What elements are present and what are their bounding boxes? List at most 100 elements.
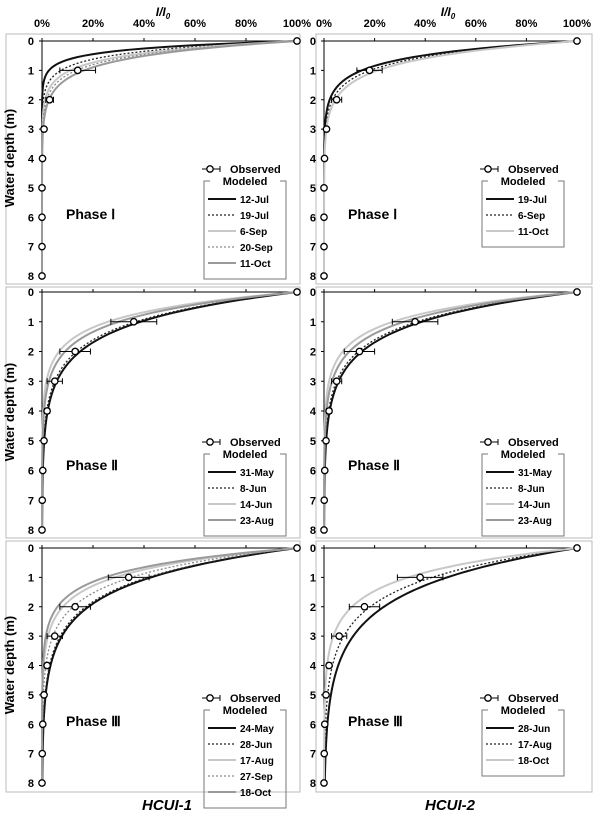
legend-modeled-box: [481, 180, 565, 248]
y-tick-label: 8: [310, 271, 316, 283]
series-line-19-jul: [41, 40, 298, 276]
observed-point: [73, 66, 82, 75]
panel-frame: [5, 33, 301, 285]
observed-point: [320, 272, 328, 280]
observed-point: [320, 720, 329, 729]
y-tick-label: 1: [310, 572, 316, 584]
phase-label: Phase Ⅲ: [66, 713, 121, 729]
observed-point: [38, 466, 47, 475]
observed-point: [293, 544, 301, 552]
legend-label-23-aug: 23-Aug: [240, 516, 274, 527]
y-tick-label: 7: [310, 749, 316, 761]
legend-modeled-box: [481, 453, 565, 537]
panel-1: 0% 20% 40% 60% 80% 100% 0 1 2 3 4 5 6 7 8 Phase Ⅰ Observ…: [5, 18, 311, 285]
legend-label-17-aug: 17-Aug: [518, 740, 552, 751]
observed-point: [573, 288, 581, 296]
legend-observed-label: Observed: [230, 164, 281, 176]
y-tick-label: 5: [28, 183, 34, 195]
y-tick-label: 3: [310, 631, 316, 643]
legend-observed-label: Observed: [508, 693, 559, 705]
y-tick-label: 4: [310, 406, 317, 418]
y-tick-label: 3: [28, 376, 34, 388]
x-tick-label: 100%: [283, 18, 311, 30]
legend-label-23-aug: 23-Aug: [518, 516, 552, 527]
legend-label-31-may: 31-May: [518, 468, 552, 479]
x-tick-label: 0%: [316, 18, 332, 30]
legend-label-11-oct: 11-Oct: [518, 227, 549, 238]
observed-point: [50, 632, 59, 640]
observed-point: [50, 377, 59, 386]
y-tick-label: 6: [310, 719, 316, 731]
observed-point: [71, 602, 80, 611]
y-tick-label: 7: [28, 749, 34, 761]
series-line-6-sep: [41, 40, 298, 276]
y-tick-label: 8: [310, 778, 316, 790]
legend-label-20-sep: 20-Sep: [240, 243, 273, 254]
y-tick-label: 3: [28, 631, 34, 643]
observed-point: [332, 95, 341, 104]
legend-label-17-aug: 17-Aug: [240, 756, 274, 767]
series-line-20-sep: [41, 40, 298, 276]
x-tick-label: 80%: [515, 18, 537, 30]
legend-label-8-jun: 8-Jun: [240, 484, 267, 495]
legend-modeled-title: Modeled: [501, 449, 546, 461]
x-tick-label: 80%: [235, 18, 257, 30]
y-tick-label: 7: [310, 495, 316, 507]
legend-modeled-title: Modeled: [501, 176, 546, 188]
y-tick-label: 1: [28, 65, 34, 77]
y-tick-label: 2: [310, 95, 316, 107]
observed-point: [320, 466, 329, 475]
legend-label-6-sep: 6-Sep: [518, 211, 545, 222]
observed-point: [322, 125, 331, 133]
observed-point: [320, 184, 328, 192]
y-tick-label: 0: [28, 36, 34, 48]
x-tick-label: 100%: [563, 18, 591, 30]
legend-label-14-jun: 14-Jun: [518, 500, 550, 511]
observed-point: [320, 242, 328, 251]
panel-frame: [5, 540, 301, 793]
observed-point: [38, 213, 46, 222]
y-tick-label: 5: [310, 690, 316, 702]
x-tick-label: 40%: [414, 18, 436, 30]
y-tick-label: 6: [28, 212, 34, 224]
observed-point: [40, 691, 48, 699]
observed-point: [38, 272, 46, 280]
observed-point: [320, 749, 329, 758]
y-axis-title-left-2: Water depth (m): [2, 363, 17, 461]
legend-observed-marker: [206, 694, 214, 702]
y-tick-label: 4: [28, 154, 35, 166]
legend-modeled-box: [203, 180, 287, 280]
observed-point: [573, 37, 581, 45]
legend-modeled-title: Modeled: [223, 449, 268, 461]
phase-label: Phase Ⅱ: [348, 457, 400, 473]
observed-point: [335, 632, 344, 640]
observed-point: [43, 407, 51, 415]
y-tick-label: 8: [28, 525, 34, 537]
panel-2: 0% 20% 40% 60% 80% 100% 0 1 2 3 4 5 6 7 8 Phase Ⅰ Observ…: [310, 18, 593, 285]
legend-modeled-title: Modeled: [223, 176, 268, 188]
observed-point: [320, 779, 328, 787]
x-tick-label: 60%: [465, 18, 487, 30]
y-tick-label: 6: [28, 719, 34, 731]
y-tick-label: 6: [28, 466, 34, 478]
y-tick-label: 7: [28, 495, 34, 507]
series-line-28-jun: [41, 547, 298, 784]
phase-label: Phase Ⅰ: [348, 206, 397, 222]
legend-label-31-may: 31-May: [240, 468, 274, 479]
legend-observed-label: Observed: [508, 437, 559, 449]
y-tick-label: 2: [310, 347, 316, 359]
observed-point: [38, 720, 47, 729]
y-tick-label: 2: [28, 602, 34, 614]
observed-point: [38, 779, 46, 787]
observed-point: [40, 436, 48, 445]
y-tick-label: 1: [28, 317, 34, 329]
observed-point: [332, 377, 341, 386]
